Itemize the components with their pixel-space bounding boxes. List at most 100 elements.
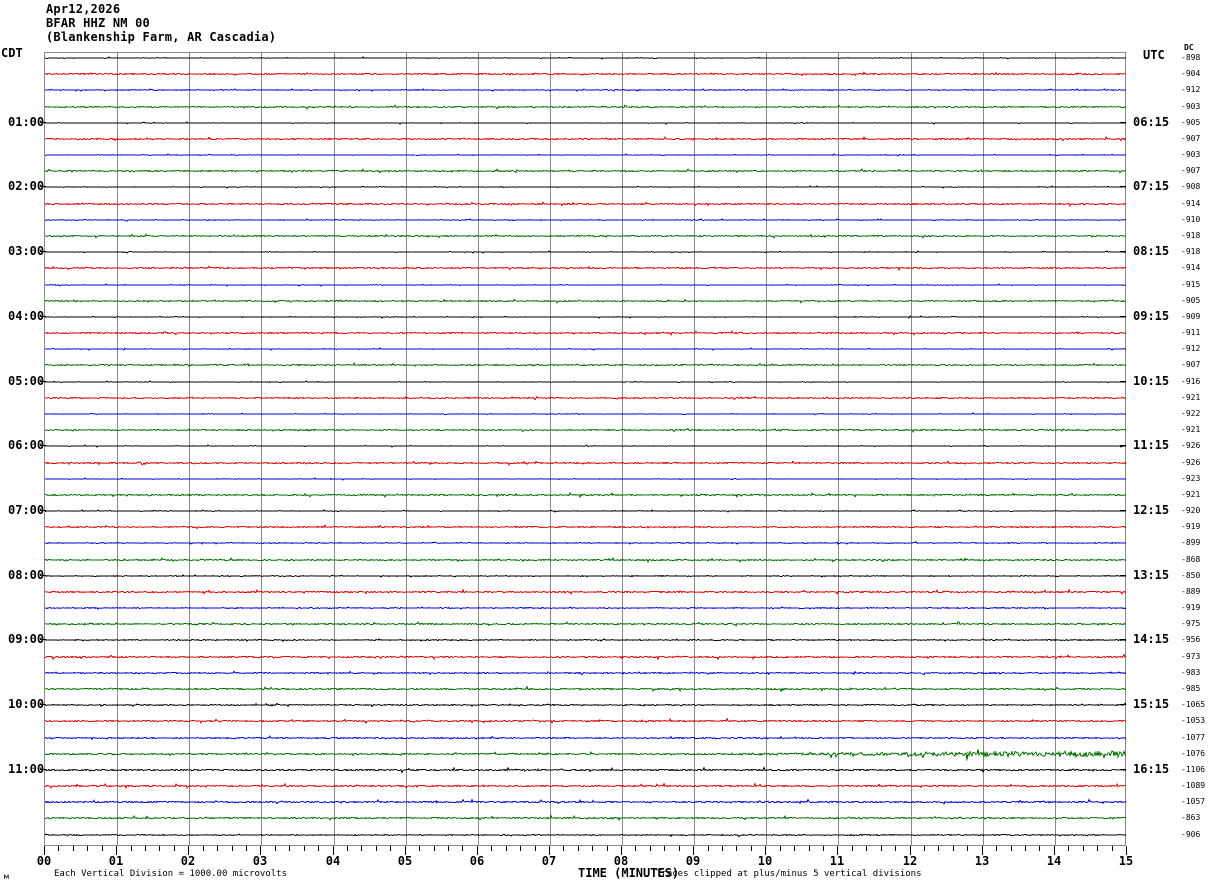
x-minor-tick <box>102 846 103 851</box>
gridline-minute-09 <box>694 53 695 845</box>
left-time-label-0300: 03:00 <box>8 244 45 259</box>
x-minor-tick <box>87 846 88 851</box>
left-time-label-0800: 08:00 <box>8 567 45 582</box>
right-time-label-1115: 11:15 <box>1133 438 1170 453</box>
x-major-tick-00 <box>44 846 45 855</box>
dc-value-22: -922 <box>1181 408 1201 418</box>
x-major-tick-06 <box>477 846 478 855</box>
x-minor-tick <box>347 846 348 851</box>
right-axis-label: UTC <box>1143 48 1165 62</box>
dc-value-24: -926 <box>1181 441 1201 451</box>
x-minor-tick <box>794 846 795 851</box>
x-axis-label-07: 07 <box>541 854 557 868</box>
x-axis-label-05: 05 <box>397 854 413 868</box>
seismic-trace-35 <box>45 616 1127 632</box>
dc-value-12: -918 <box>1181 247 1201 257</box>
gridline-minute-12 <box>911 53 912 845</box>
seismic-trace-34 <box>45 600 1127 616</box>
seismic-trace-38 <box>45 665 1127 681</box>
seismic-trace-11 <box>45 228 1127 244</box>
x-minor-tick <box>217 846 218 851</box>
x-minor-tick <box>58 846 59 851</box>
x-minor-tick <box>203 846 204 851</box>
x-major-tick-13 <box>982 846 983 855</box>
dc-value-14: -915 <box>1181 279 1201 289</box>
right-time-label-1415: 14:15 <box>1133 632 1170 647</box>
seismic-trace-19 <box>45 357 1127 373</box>
dc-value-37: -973 <box>1181 651 1201 661</box>
left-tick-1000 <box>40 704 46 706</box>
helicorder-plot[interactable] <box>44 52 1127 846</box>
header-date: Apr12,2026 <box>46 2 121 16</box>
x-axis-label-15: 15 <box>1118 854 1134 868</box>
dc-value-34: -919 <box>1181 603 1201 613</box>
seismic-trace-17 <box>45 325 1127 341</box>
gridline-minute-08 <box>622 53 623 845</box>
dc-value-32: -850 <box>1181 570 1201 580</box>
seismic-trace-33 <box>45 584 1127 600</box>
x-axis-label-06: 06 <box>469 854 485 868</box>
x-minor-tick <box>938 846 939 851</box>
seismic-trace-30 <box>45 535 1127 551</box>
header-location: (Blankenship Farm, AR Cascadia) <box>46 30 277 44</box>
seismic-trace-36 <box>45 632 1127 648</box>
x-axis-label-03: 03 <box>252 854 268 868</box>
x-minor-tick <box>736 846 737 851</box>
x-major-tick-02 <box>188 846 189 855</box>
x-minor-tick <box>823 846 824 851</box>
seismic-trace-48 <box>45 827 1127 843</box>
x-minor-tick <box>866 846 867 851</box>
seismic-trace-15 <box>45 293 1127 309</box>
gridline-minute-05 <box>406 53 407 845</box>
seismic-trace-27 <box>45 487 1127 503</box>
seismic-trace-07 <box>45 163 1127 179</box>
x-minor-tick <box>73 846 74 851</box>
x-minor-tick <box>852 846 853 851</box>
left-time-label-1100: 11:00 <box>8 761 45 776</box>
dc-value-26: -923 <box>1181 473 1201 483</box>
left-tick-0100 <box>40 121 46 123</box>
x-axis-label-10: 10 <box>757 854 773 868</box>
x-minor-tick <box>607 846 608 851</box>
right-time-label-1615: 16:15 <box>1133 761 1170 776</box>
x-minor-tick <box>881 846 882 851</box>
seismic-trace-41 <box>45 713 1127 729</box>
seismic-trace-23 <box>45 422 1127 438</box>
dc-value-02: -912 <box>1181 85 1201 95</box>
x-minor-tick <box>592 846 593 851</box>
x-axis-label-09: 09 <box>685 854 701 868</box>
right-time-label-0715: 07:15 <box>1133 179 1170 194</box>
left-time-label-0500: 05:00 <box>8 373 45 388</box>
right-tick-1015 <box>1120 380 1126 382</box>
x-minor-tick <box>924 846 925 851</box>
dc-value-15: -905 <box>1181 295 1201 305</box>
x-major-tick-14 <box>1054 846 1055 855</box>
seismic-trace-43 <box>45 746 1127 762</box>
left-time-label-0700: 07:00 <box>8 503 45 518</box>
seismic-trace-01 <box>45 66 1127 82</box>
gridline-minute-02 <box>189 53 190 845</box>
gridline-minute-10 <box>766 53 767 845</box>
dc-value-35: -975 <box>1181 619 1201 629</box>
x-major-tick-09 <box>693 846 694 855</box>
header-station: BFAR HHZ NM 00 <box>46 16 150 30</box>
x-major-tick-03 <box>260 846 261 855</box>
x-minor-tick <box>809 846 810 851</box>
seismic-trace-18 <box>45 341 1127 357</box>
left-tick-0400 <box>40 315 46 317</box>
x-axis-label-04: 04 <box>325 854 341 868</box>
x-major-tick-15 <box>1126 846 1127 855</box>
gridline-minute-14 <box>1055 53 1056 845</box>
left-tick-0600 <box>40 445 46 447</box>
dc-value-04: -905 <box>1181 117 1201 127</box>
dc-value-23: -921 <box>1181 425 1201 435</box>
left-tick-0300 <box>40 251 46 253</box>
dc-value-20: -916 <box>1181 376 1201 386</box>
right-tick-1415 <box>1120 639 1126 641</box>
x-minor-tick <box>1025 846 1026 851</box>
x-minor-tick <box>520 846 521 851</box>
seismic-trace-42 <box>45 730 1127 746</box>
dc-value-18: -912 <box>1181 344 1201 354</box>
dc-value-09: -914 <box>1181 198 1201 208</box>
x-minor-tick <box>275 846 276 851</box>
